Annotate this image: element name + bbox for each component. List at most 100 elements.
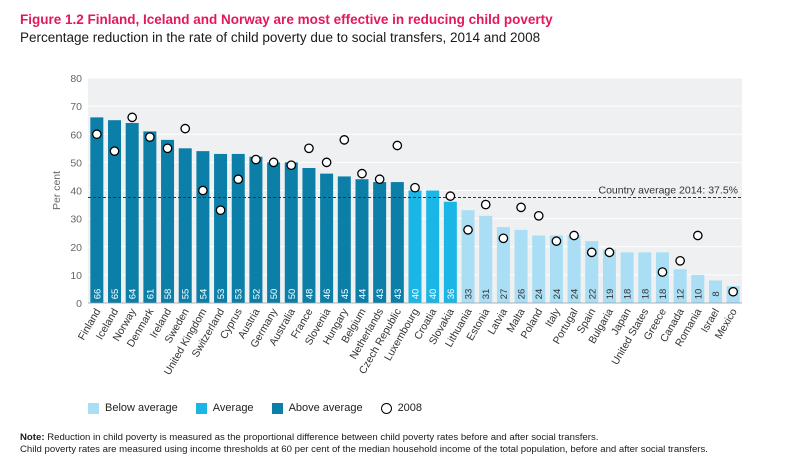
bar-switzerland bbox=[214, 153, 228, 303]
marker-2008 bbox=[233, 174, 244, 185]
y-tick-label: 40 bbox=[70, 186, 82, 198]
bar-value-label: 36 bbox=[446, 289, 457, 300]
bar-czech-republic bbox=[390, 182, 404, 303]
chart-note: Note: Reduction in child poverty is meas… bbox=[20, 432, 775, 455]
y-tick-label: 50 bbox=[70, 157, 82, 169]
marker-2008 bbox=[339, 135, 350, 145]
bar-united-states bbox=[638, 252, 652, 303]
bar-france bbox=[302, 168, 316, 303]
marker-2008 bbox=[604, 247, 615, 258]
marker-2008 bbox=[551, 236, 562, 246]
bar-australia bbox=[284, 162, 298, 303]
bar-value-label: 45 bbox=[340, 289, 351, 300]
legend-swatch-above bbox=[271, 402, 283, 414]
bar-value-label: 43 bbox=[375, 289, 386, 300]
marker-2008 bbox=[286, 160, 297, 171]
marker-2008 bbox=[91, 129, 102, 140]
bar-croatia bbox=[426, 190, 440, 303]
marker-2008 bbox=[127, 112, 138, 123]
bar-poland bbox=[532, 235, 546, 303]
bar-belgium bbox=[355, 179, 369, 303]
marker-2008 bbox=[304, 143, 314, 154]
y-tick-label: 70 bbox=[70, 101, 82, 113]
marker-2008 bbox=[657, 267, 668, 277]
marker-2008 bbox=[498, 233, 509, 244]
bar-value-label: 53 bbox=[216, 289, 227, 300]
bar-value-label: 31 bbox=[481, 289, 492, 300]
marker-2008 bbox=[198, 185, 208, 196]
marker-2008 bbox=[463, 225, 473, 235]
bar-latvia bbox=[496, 227, 510, 303]
marker-2008 bbox=[357, 168, 367, 179]
bar-germany bbox=[267, 162, 281, 303]
marker-2008 bbox=[480, 199, 491, 210]
marker-2008 bbox=[251, 154, 261, 165]
bar-value-label: 26 bbox=[517, 289, 528, 300]
bar-value-label: 58 bbox=[163, 289, 174, 300]
marker-2008 bbox=[321, 157, 332, 168]
marker-2008 bbox=[215, 205, 226, 216]
note-line-1: Reduction in child poverty is measured a… bbox=[47, 432, 599, 443]
y-tick-label: 60 bbox=[70, 129, 82, 141]
bar-netherlands bbox=[373, 182, 387, 303]
bar-value-label: 44 bbox=[357, 289, 368, 300]
marker-2008 bbox=[180, 123, 191, 134]
bar-value-label: 55 bbox=[181, 289, 192, 300]
marker-2008 bbox=[410, 182, 420, 193]
bar-luxembourg bbox=[408, 190, 422, 303]
marker-2008 bbox=[586, 247, 597, 258]
legend-item-below: Below average bbox=[88, 402, 178, 414]
bar-greece bbox=[655, 252, 669, 303]
figure-subtitle: Percentage reduction in the rate of chil… bbox=[20, 30, 541, 45]
bar-slovakia bbox=[443, 201, 457, 303]
bar-canada bbox=[673, 269, 687, 303]
legend-label-average: Average bbox=[212, 402, 254, 414]
bar-value-label: 24 bbox=[570, 289, 581, 300]
bar-value-label: 50 bbox=[269, 289, 280, 300]
bar-value-label: 43 bbox=[393, 289, 404, 300]
legend-item-2008: 2008 bbox=[380, 402, 422, 414]
bar-united-kingdom bbox=[196, 151, 210, 303]
bar-hungary bbox=[337, 176, 351, 303]
bar-value-label: 18 bbox=[623, 289, 634, 300]
y-tick-label: 10 bbox=[70, 270, 82, 282]
bar-ireland bbox=[161, 139, 175, 303]
bar-italy bbox=[549, 235, 563, 303]
marker-2008 bbox=[109, 146, 120, 156]
bar-value-label: 24 bbox=[534, 289, 545, 300]
bar-austria bbox=[249, 156, 263, 303]
bar-value-label: 54 bbox=[198, 289, 209, 300]
bar-value-label: 46 bbox=[322, 289, 333, 300]
bar-romania bbox=[691, 274, 705, 303]
bar-bulgaria bbox=[602, 249, 616, 303]
bar-malta bbox=[514, 229, 528, 303]
note-line-2: Child poverty rates are measured using i… bbox=[20, 443, 708, 455]
bar-denmark bbox=[143, 131, 157, 303]
y-tick-label: 20 bbox=[70, 242, 82, 254]
bar-israel bbox=[708, 280, 722, 303]
bar-spain bbox=[585, 241, 599, 303]
bar-value-label: 53 bbox=[234, 289, 245, 300]
marker-2008 bbox=[374, 174, 385, 185]
bar-value-label: 52 bbox=[251, 289, 262, 300]
bar-value-label: 40 bbox=[428, 289, 439, 300]
bar-value-label: 18 bbox=[640, 289, 651, 300]
bar-value-label: 48 bbox=[304, 289, 315, 300]
marker-2008 bbox=[675, 255, 685, 266]
note-label: Note: bbox=[20, 432, 45, 443]
bar-estonia bbox=[479, 215, 493, 303]
average-reference-label: Country average 2014: 37.5% bbox=[598, 185, 738, 197]
bar-value-label: 22 bbox=[587, 289, 598, 300]
marker-2008 bbox=[728, 286, 739, 297]
marker-2008 bbox=[162, 143, 173, 154]
bar-value-label: 66 bbox=[92, 289, 103, 300]
bar-value-label: 12 bbox=[676, 289, 687, 300]
legend-swatch-below bbox=[88, 402, 99, 414]
y-tick-label: 0 bbox=[76, 298, 82, 310]
marker-2008 bbox=[392, 140, 403, 151]
bar-sweden bbox=[178, 148, 192, 303]
marker-2008 bbox=[569, 230, 579, 241]
bar-value-label: 61 bbox=[145, 289, 156, 300]
marker-2008 bbox=[692, 230, 703, 241]
